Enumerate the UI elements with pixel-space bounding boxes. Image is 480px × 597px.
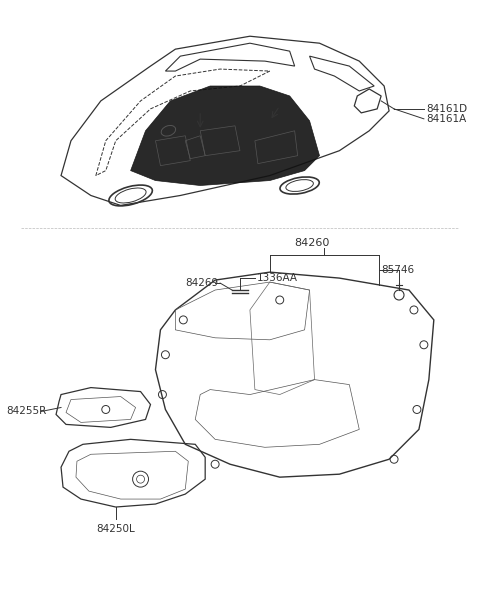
Text: 84260: 84260 xyxy=(295,238,330,248)
Polygon shape xyxy=(131,86,320,186)
Text: 1336AA: 1336AA xyxy=(257,273,298,283)
Text: 84269: 84269 xyxy=(185,278,218,288)
Text: 85746: 85746 xyxy=(381,265,414,275)
Text: 84250L: 84250L xyxy=(96,524,134,534)
Text: 84161D: 84161D xyxy=(426,104,467,114)
Text: 84255R: 84255R xyxy=(6,407,47,417)
Text: 84161A: 84161A xyxy=(426,114,466,124)
